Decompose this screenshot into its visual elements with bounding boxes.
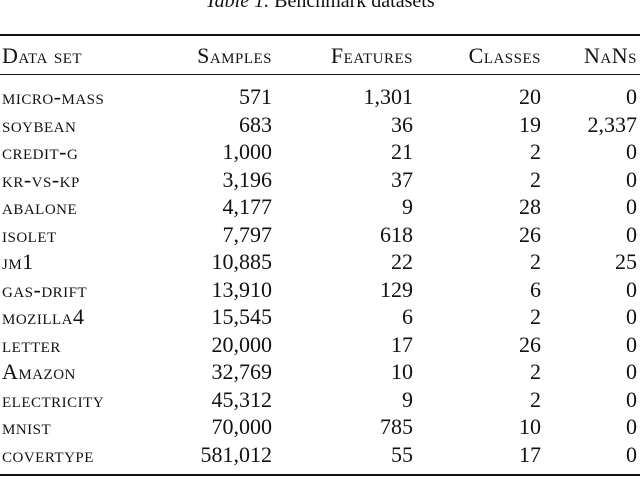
dataset-name: abalone: [2, 194, 78, 220]
table-cell: 2: [530, 386, 541, 412]
table-cell: 6: [530, 276, 541, 302]
dataset-name: gas-drift: [2, 276, 88, 302]
table-cell: 0: [626, 442, 637, 468]
table-cell: 17: [519, 442, 541, 468]
dataset-name: jm1: [2, 249, 34, 275]
dataset-name: covertype: [2, 442, 94, 468]
header-cell: NaNs: [584, 43, 637, 68]
table-cell: 129: [380, 276, 413, 302]
dataset-name: kr-vs-kp: [2, 166, 80, 192]
table-cell: 4,177: [222, 194, 273, 220]
table-cell: 0: [626, 386, 637, 412]
table-cell: 2,337: [587, 111, 638, 137]
table-cell: 0: [626, 139, 637, 165]
table-cell: 20,000: [211, 331, 273, 357]
table-cell: 0: [626, 194, 637, 220]
header-cell: Samples: [197, 43, 272, 68]
table-cell: 22: [391, 249, 413, 275]
table-cell: 70,000: [211, 414, 273, 440]
dataset-name: Amazon: [2, 359, 76, 385]
table-cell: 0: [626, 304, 637, 330]
table-cell: 13,910: [211, 276, 273, 302]
table-cell: 571: [239, 84, 272, 109]
table-cell: 2: [530, 359, 541, 385]
table-cell: 20: [519, 84, 541, 109]
table-cell: 6: [402, 304, 413, 330]
table-cell: 26: [519, 331, 541, 357]
table-cell: 0: [626, 166, 637, 192]
table-cell: 10,885: [211, 249, 273, 275]
table-cell: 25: [615, 249, 637, 275]
dataset-name: credit-g: [2, 139, 79, 165]
table-caption: Table 1. Benchmark datasets: [0, 0, 640, 13]
table-cell: 19: [519, 111, 541, 137]
table-cell: 683: [239, 111, 272, 137]
header-cell: Features: [330, 43, 413, 68]
table-cell: 15,545: [211, 304, 273, 330]
table-cell: 581,012: [200, 442, 273, 468]
table-cell: 10: [391, 359, 413, 385]
table-cell: 785: [380, 414, 413, 440]
table-cell: 28: [519, 194, 541, 220]
table-cell: 3,196: [222, 166, 273, 192]
mid-rule: [0, 74, 640, 75]
table-cell: 0: [626, 359, 637, 385]
table-cell: 2: [530, 249, 541, 275]
dataset-name: electricity: [2, 386, 105, 412]
caption-label: Table 1.: [205, 0, 270, 12]
table-cell: 45,312: [211, 386, 273, 412]
table-cell: 7,797: [222, 221, 273, 247]
table-cell: 1,301: [363, 84, 414, 109]
table-cell: 10: [519, 414, 541, 440]
table-cell: 0: [626, 414, 637, 440]
table-cell: 55: [391, 442, 413, 468]
caption-title: Benchmark datasets: [274, 0, 435, 12]
dataset-name: isolet: [2, 221, 57, 247]
table-cell: 2: [530, 304, 541, 330]
table-cell: 21: [391, 139, 413, 165]
table-cell: 36: [391, 111, 413, 137]
dataset-name: letter: [2, 331, 61, 357]
dataset-name: soybean: [2, 111, 77, 137]
table-cell: 9: [402, 386, 413, 412]
dataset-name: mozilla4: [2, 304, 85, 330]
table-cell: 1,000: [222, 139, 273, 165]
table-cell: 9: [402, 194, 413, 220]
top-rule: [0, 34, 640, 36]
table-cell: 0: [626, 331, 637, 357]
table-cell: 0: [626, 84, 637, 109]
table-cell: 26: [519, 221, 541, 247]
header-cell: Classes: [468, 43, 541, 68]
table-cell: 618: [380, 221, 413, 247]
table-cell: 32,769: [211, 359, 273, 385]
table-cell: 2: [530, 139, 541, 165]
table-cell: 37: [391, 166, 413, 192]
dataset-name: micro-mass: [2, 84, 105, 109]
dataset-name: mnist: [2, 414, 52, 440]
table-cell: 17: [391, 331, 413, 357]
table-cell: 0: [626, 221, 637, 247]
table-cell: 0: [626, 276, 637, 302]
bottom-rule: [0, 474, 640, 476]
table-cell: 2: [530, 166, 541, 192]
header-cell: Data set: [2, 43, 83, 68]
